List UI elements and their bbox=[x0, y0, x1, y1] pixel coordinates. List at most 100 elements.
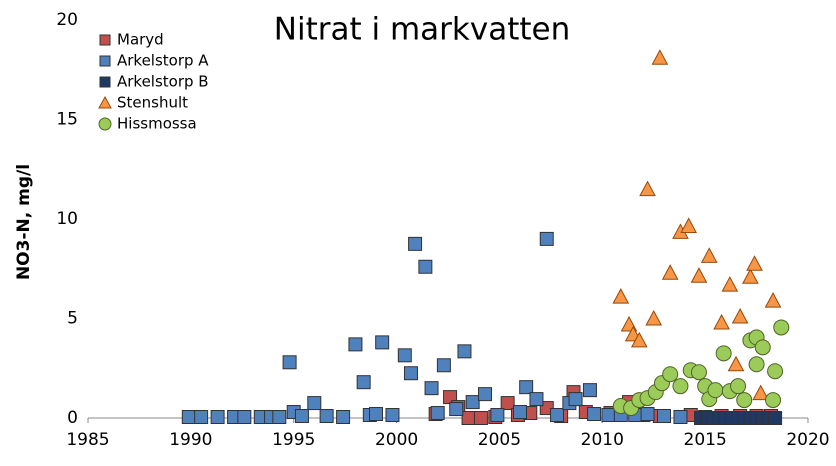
y-tick-label: 0 bbox=[67, 408, 78, 428]
x-tick-label: 2000 bbox=[375, 430, 418, 450]
series bbox=[181, 231, 688, 425]
series bbox=[612, 49, 782, 401]
point bbox=[765, 392, 782, 409]
point bbox=[210, 410, 225, 425]
point bbox=[294, 409, 309, 424]
point bbox=[746, 255, 763, 271]
point bbox=[630, 331, 648, 348]
point bbox=[657, 409, 671, 424]
point bbox=[478, 387, 493, 402]
y-tick-label: 20 bbox=[56, 10, 78, 30]
series bbox=[694, 411, 783, 425]
legend-label: Arkelstorp A bbox=[117, 52, 209, 70]
point bbox=[461, 411, 476, 425]
point bbox=[194, 410, 209, 425]
x-tick-label: 1985 bbox=[66, 430, 109, 450]
point bbox=[449, 402, 464, 417]
point bbox=[465, 395, 480, 410]
y-tick-label: 5 bbox=[67, 309, 78, 329]
point bbox=[730, 378, 747, 395]
point bbox=[418, 259, 433, 274]
point bbox=[272, 410, 287, 425]
point bbox=[731, 307, 749, 324]
point bbox=[721, 276, 739, 292]
point bbox=[582, 383, 597, 398]
point bbox=[237, 410, 252, 425]
point bbox=[727, 355, 745, 372]
x-tick-label: 2010 bbox=[581, 430, 624, 450]
point bbox=[690, 267, 708, 283]
point bbox=[767, 363, 784, 380]
point bbox=[490, 408, 505, 423]
point bbox=[715, 345, 732, 362]
legend-label: Arkelstorp B bbox=[117, 73, 209, 91]
point bbox=[748, 356, 765, 373]
x-tick-label: 2015 bbox=[684, 430, 727, 450]
legend-label: Hissmossa bbox=[117, 115, 197, 133]
legend-label: Stenshult bbox=[117, 94, 188, 112]
chart-title: Nitrat i markvatten bbox=[274, 12, 570, 48]
point bbox=[519, 380, 534, 395]
point bbox=[736, 392, 753, 409]
point bbox=[742, 268, 759, 284]
point bbox=[424, 381, 439, 396]
point bbox=[282, 355, 297, 370]
point bbox=[397, 348, 412, 363]
point bbox=[473, 411, 488, 425]
point bbox=[356, 375, 371, 390]
point bbox=[764, 292, 782, 308]
point bbox=[713, 313, 730, 330]
point bbox=[752, 384, 770, 401]
point bbox=[403, 366, 418, 381]
point bbox=[639, 180, 656, 197]
point bbox=[672, 378, 689, 395]
point bbox=[587, 407, 602, 422]
y-tick-label: 15 bbox=[56, 110, 78, 130]
point bbox=[408, 236, 423, 251]
point bbox=[662, 366, 679, 383]
legend-marker bbox=[98, 117, 112, 131]
point bbox=[640, 407, 655, 422]
point bbox=[601, 408, 616, 423]
point bbox=[457, 344, 472, 359]
point bbox=[550, 408, 565, 423]
point bbox=[673, 410, 688, 425]
point bbox=[612, 288, 630, 304]
point bbox=[500, 396, 515, 411]
point bbox=[680, 217, 698, 233]
point bbox=[513, 405, 527, 420]
y-tick-label: 10 bbox=[56, 209, 78, 229]
point bbox=[369, 407, 383, 422]
y-axis-label: NO3-N, mg/l bbox=[14, 164, 34, 280]
point bbox=[707, 382, 724, 399]
legend-marker bbox=[98, 95, 112, 109]
point bbox=[690, 364, 707, 381]
point bbox=[529, 392, 544, 407]
point bbox=[700, 247, 718, 263]
point bbox=[307, 396, 322, 411]
legend-marker bbox=[99, 76, 111, 88]
point bbox=[539, 231, 554, 246]
legend-marker bbox=[99, 34, 111, 46]
point bbox=[645, 309, 663, 326]
legend-label: Maryd bbox=[117, 31, 164, 49]
point bbox=[436, 358, 451, 373]
point bbox=[430, 406, 445, 421]
x-tick-label: 2005 bbox=[478, 430, 521, 450]
point bbox=[754, 339, 771, 356]
point bbox=[181, 410, 196, 425]
x-tick-label: 2020 bbox=[786, 430, 829, 450]
point bbox=[319, 409, 334, 424]
point bbox=[651, 49, 669, 65]
legend: Maryd Arkelstorp A Arkelstorp B Stenshult Hi… bbox=[98, 31, 209, 133]
point bbox=[568, 392, 583, 407]
x-tick-label: 1990 bbox=[169, 430, 212, 450]
point bbox=[768, 411, 783, 425]
point bbox=[385, 408, 400, 423]
point bbox=[773, 319, 790, 336]
point bbox=[348, 337, 363, 352]
x-tick-label: 1995 bbox=[272, 430, 315, 450]
series bbox=[612, 319, 790, 417]
point bbox=[661, 264, 679, 280]
